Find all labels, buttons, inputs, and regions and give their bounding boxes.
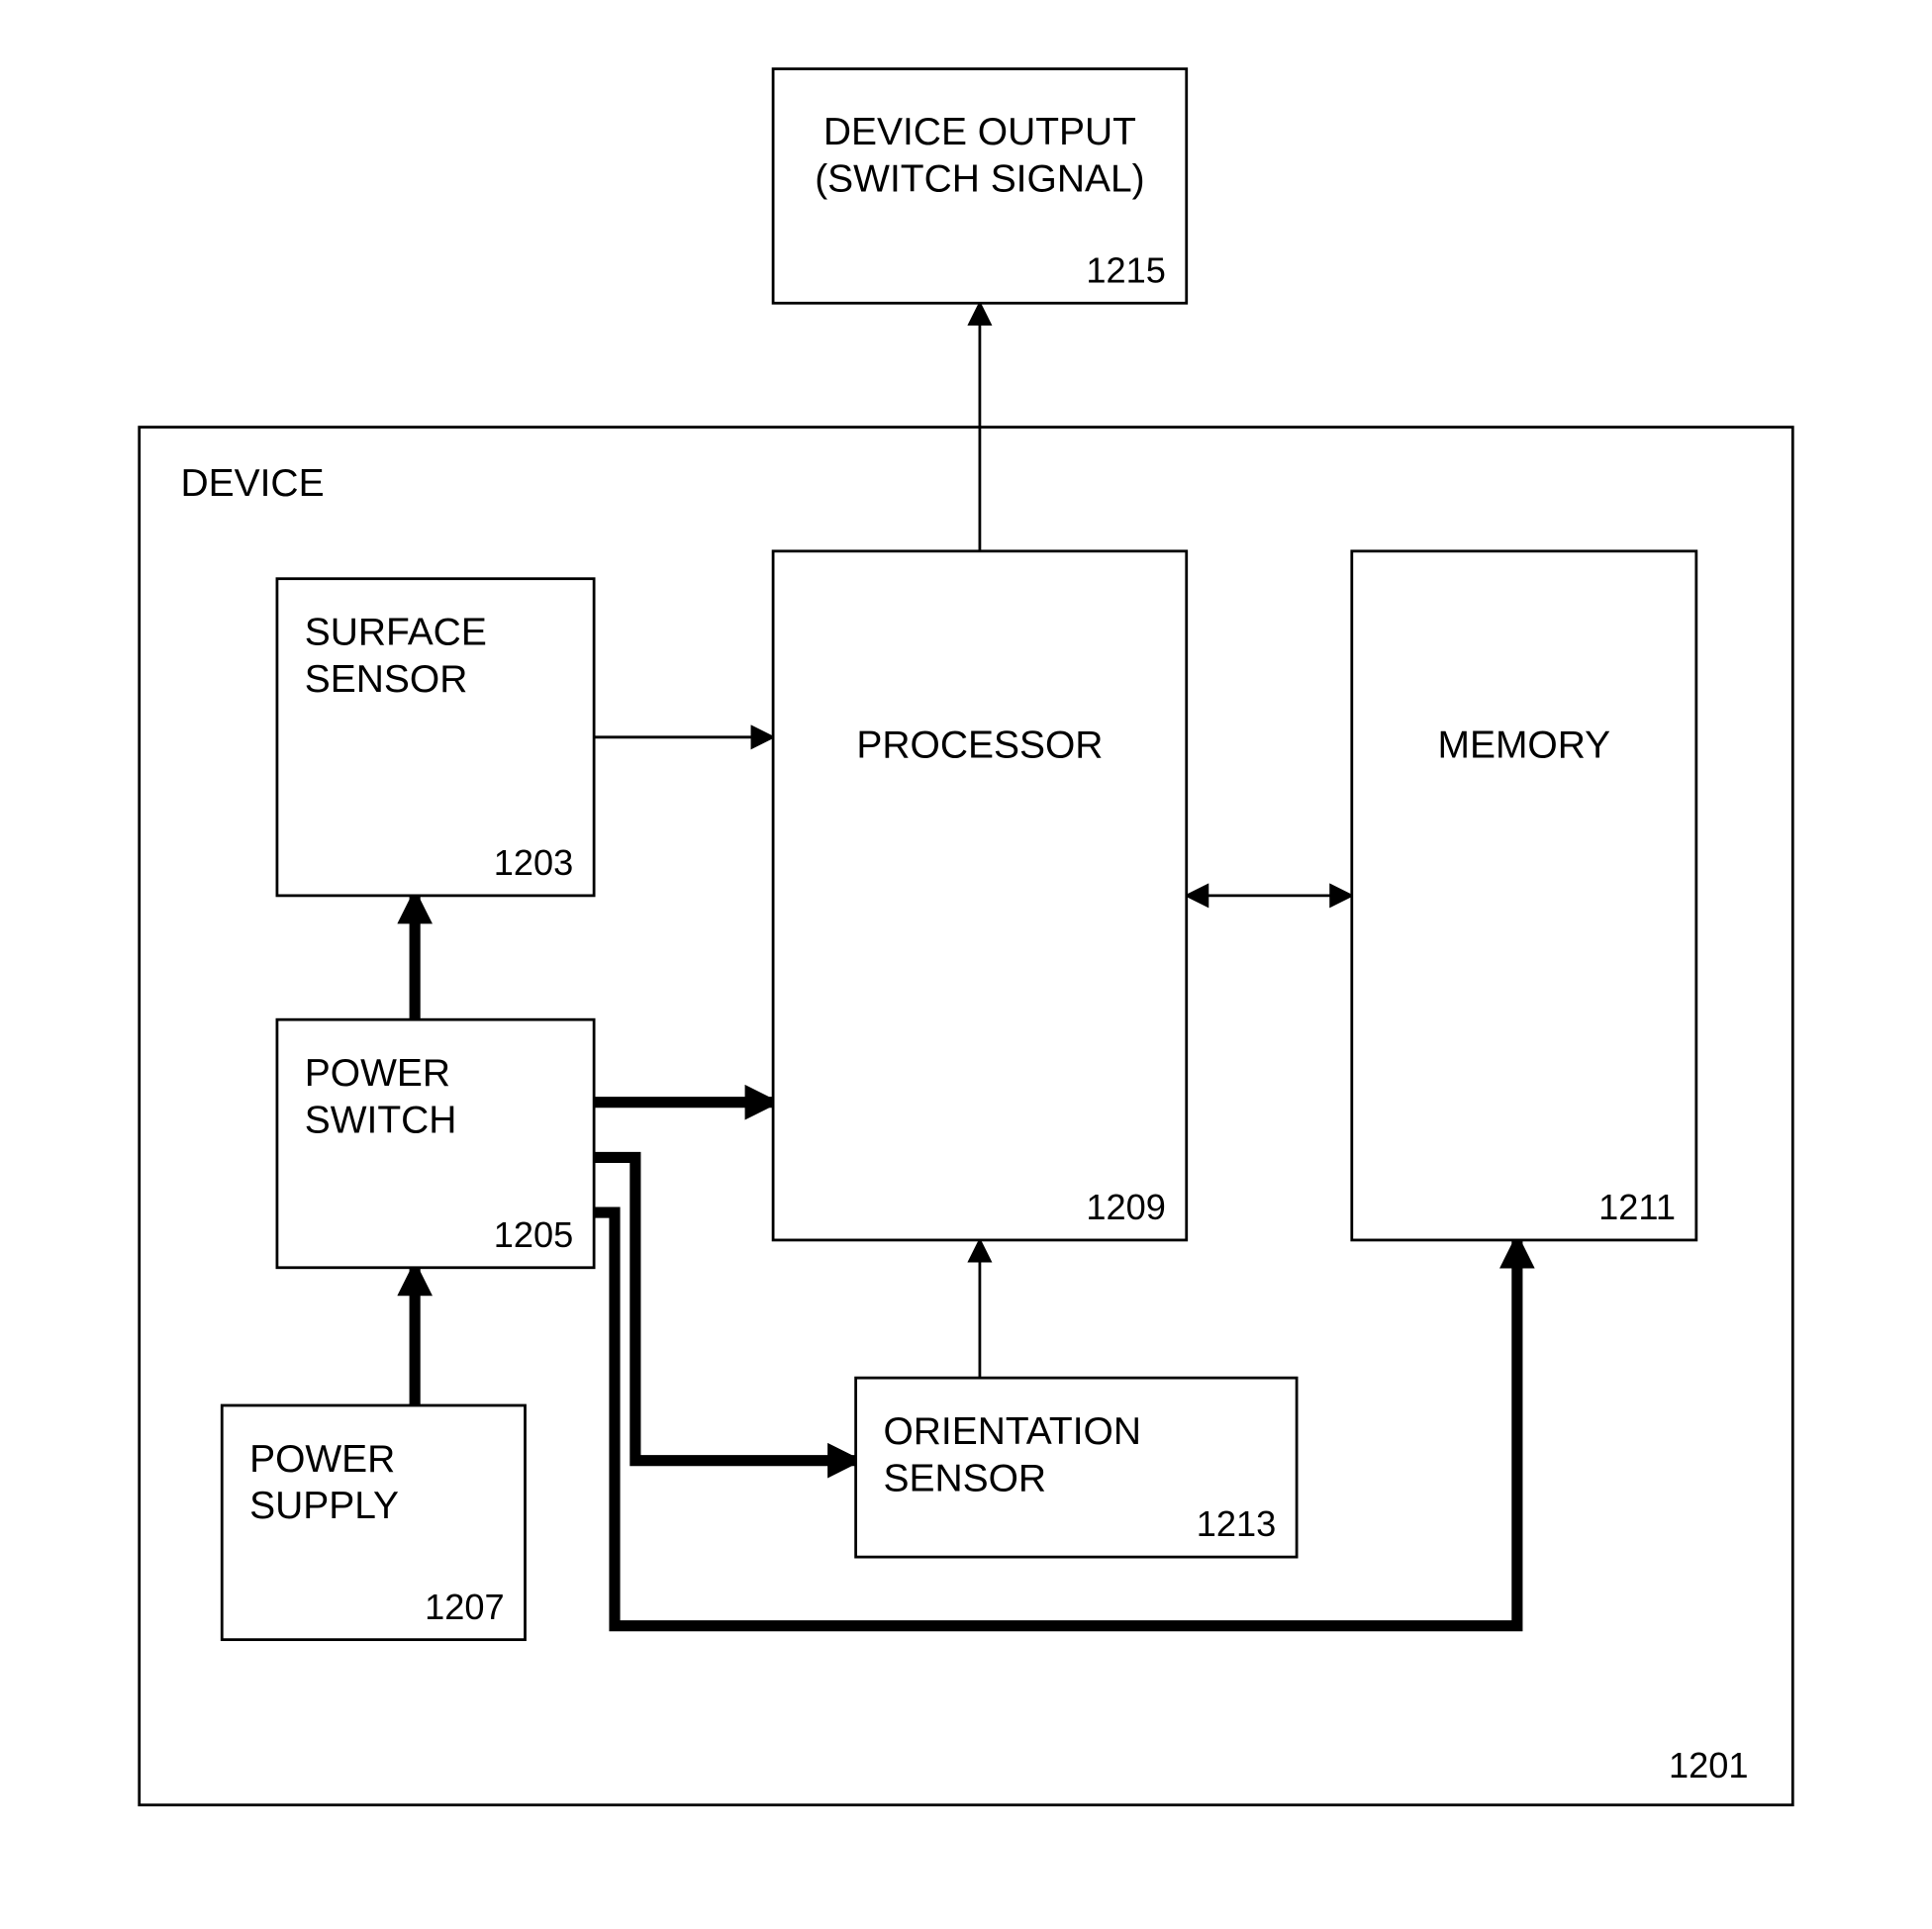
block-diagram: DEVICE 1201 DEVICE OUTPUT (SWITCH SIGNAL) 12…: [0, 0, 1932, 1929]
processor-block: PROCESSOR 1209: [773, 551, 1187, 1240]
output-label-1: (SWITCH SIGNAL): [815, 158, 1144, 201]
powerswitch-label-1: SWITCH: [305, 1099, 457, 1141]
memory-block: MEMORY 1211: [1352, 551, 1696, 1240]
powerswitch-block: POWERSWITCH 1205: [277, 1019, 594, 1268]
orientation-label-1: SENSOR: [883, 1457, 1046, 1499]
surface-label-1: SENSOR: [305, 658, 468, 701]
orientation-id: 1213: [1197, 1503, 1277, 1544]
powerswitch-id: 1205: [494, 1214, 574, 1255]
device-label: DEVICE: [180, 462, 324, 505]
orientation-block: ORIENTATIONSENSOR 1213: [856, 1378, 1297, 1557]
surface-id: 1203: [494, 842, 574, 883]
powersupply-id: 1207: [425, 1587, 505, 1627]
output-label-0: DEVICE OUTPUT: [823, 111, 1136, 153]
powerswitch-label-0: POWER: [305, 1052, 450, 1095]
device-id: 1201: [1669, 1745, 1749, 1785]
powersupply-block: POWERSUPPLY 1207: [222, 1405, 525, 1640]
output-id: 1215: [1086, 249, 1166, 290]
output-block: DEVICE OUTPUT (SWITCH SIGNAL) 1215: [773, 69, 1187, 304]
powersupply-label-0: POWER: [249, 1438, 395, 1481]
processor-id: 1209: [1086, 1187, 1166, 1227]
surface-block: SURFACESENSOR 1203: [277, 579, 594, 896]
processor-label-0: PROCESSOR: [856, 724, 1103, 767]
orientation-label-0: ORIENTATION: [883, 1410, 1141, 1453]
memory-id: 1211: [1598, 1187, 1676, 1227]
memory-label-0: MEMORY: [1437, 724, 1610, 767]
powersupply-label-1: SUPPLY: [249, 1485, 399, 1527]
surface-label-0: SURFACE: [305, 612, 487, 654]
